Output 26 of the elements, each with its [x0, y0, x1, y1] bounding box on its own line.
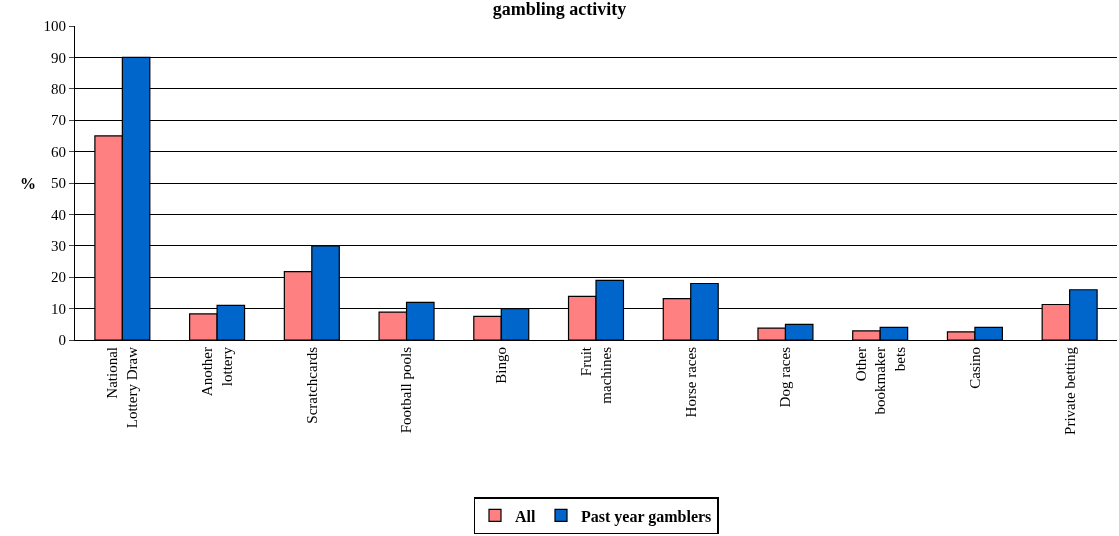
x-tick-label: Horse races	[682, 346, 699, 418]
x-tick-label: Casino	[966, 347, 983, 389]
x-tick-label: Private betting	[1061, 346, 1078, 435]
x-tick-label: Bingo	[493, 347, 510, 384]
y-axis-title: %	[20, 175, 36, 192]
y-tick-label: 80	[51, 81, 66, 98]
y-tick-label: 40	[51, 206, 66, 223]
x-tick-label: National Lottery Draw	[104, 346, 140, 429]
chart-title: gambling activity	[492, 0, 627, 20]
x-tick-label: Fruit machines	[578, 346, 614, 404]
y-tick-label: 30	[51, 238, 66, 255]
x-tick-label: Another lottery	[199, 346, 235, 397]
legend-label: All	[515, 507, 536, 525]
y-tick-label: 100	[43, 18, 66, 35]
y-tick-label: 70	[51, 112, 66, 129]
y-tick-label: 60	[51, 143, 66, 160]
y-tick-label: 20	[51, 269, 66, 286]
y-tick-label: 10	[51, 300, 66, 317]
x-tick-label: Other bookmaker bets	[852, 346, 908, 415]
x-tick-label: Dog races	[777, 346, 794, 408]
x-tick-label: Football pools	[398, 346, 415, 434]
y-tick-label: 50	[51, 175, 66, 192]
y-tick-label: 0	[58, 332, 66, 349]
y-tick-label: 90	[51, 49, 66, 66]
x-tick-label: Scratchcards	[303, 346, 320, 424]
legend-label: Past year gamblers	[581, 507, 712, 526]
